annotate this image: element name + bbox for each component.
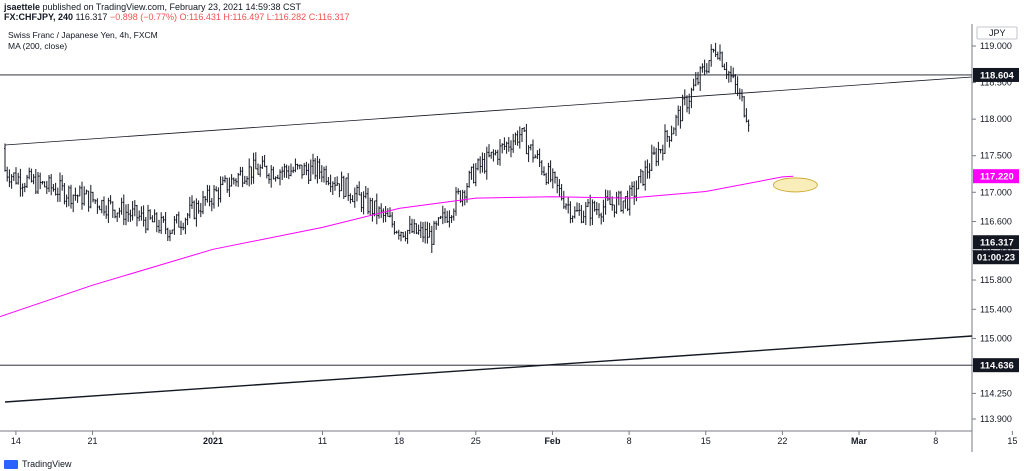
ma-price-label-box <box>973 169 1019 184</box>
ohlc-open: O:116.431 <box>179 12 221 22</box>
upper-line-price-label: 118.604 <box>980 70 1015 81</box>
lower-trendline[interactable] <box>4 335 973 403</box>
x-tick-label: 18 <box>394 436 404 446</box>
currency-box[interactable] <box>976 26 1018 40</box>
x-tick-label: 22 <box>777 436 787 446</box>
y-tick-label: 117.500 <box>980 151 1012 161</box>
x-tick-label: Feb <box>544 436 561 446</box>
tradingview-logo-icon <box>4 459 18 469</box>
x-tick-label: 25 <box>471 436 481 446</box>
time-axis[interactable]: 14 21 2021 11 18 25 Feb 8 15 22 Mar 8 15 <box>11 431 1017 446</box>
last-price: 116.317 <box>75 12 108 22</box>
ohlc-high: H:116.497 <box>223 12 265 22</box>
legend-title: Swiss Franc / Japanese Yen, 4h, FXCM <box>8 30 158 40</box>
x-tick-label: 14 <box>11 436 21 446</box>
chart-legend: Swiss Franc / Japanese Yen, 4h, FXCM MA … <box>8 30 158 52</box>
ohlc-low: L:116.282 <box>266 12 307 22</box>
y-tick-label: 115.000 <box>980 334 1012 344</box>
lower-line-price-label: 114.636 <box>980 361 1014 372</box>
x-tick-label: 8 <box>627 436 632 446</box>
publish-line: jsaettele published on TradingView.com, … <box>4 2 301 12</box>
candlestick-series <box>4 42 750 253</box>
x-tick-label: Mar <box>851 436 868 446</box>
y-tick-label: 115.400 <box>980 304 1012 314</box>
publish-info: published on TradingView.com, February 2… <box>42 2 302 12</box>
countdown-label: 01:00:23 <box>977 253 1015 264</box>
brand-name: TradingView <box>22 459 72 469</box>
y-tick-label: 113.900 <box>980 414 1012 424</box>
ohlc-close: C:116.317 <box>308 12 350 22</box>
lower-line-price-label-box <box>973 358 1019 373</box>
moving-average-line[interactable] <box>0 175 794 330</box>
symbol-line: FX:CHFJPY, 240 116.317 −0.898 (−0.77%) O… <box>4 12 350 22</box>
price-change: −0.898 (−0.77%) <box>109 12 177 22</box>
y-tick-label: 114.250 <box>980 388 1012 398</box>
y-tick-label: 118.500 <box>980 78 1012 88</box>
price-labels: 118.604 117.220 116.317 01:00:23 114.636 <box>973 67 1019 373</box>
x-tick-label: 15 <box>1007 436 1017 446</box>
y-tick-label: 119.000 <box>980 41 1012 51</box>
last-price-label-box <box>973 235 1019 250</box>
y-tick-label: 116.600 <box>980 217 1012 227</box>
chart-overlay <box>0 74 973 403</box>
author-name[interactable]: jsaettele <box>4 2 41 12</box>
x-tick-label: 11 <box>318 436 327 446</box>
symbol-name: FX:CHFJPY, 240 <box>4 12 74 22</box>
upper-line-price-label-box <box>973 67 1019 82</box>
highlight-ellipse[interactable] <box>772 177 818 193</box>
x-tick-label: 15 <box>701 436 711 446</box>
countdown-box <box>973 250 1019 265</box>
y-tick-label: 117.000 <box>980 187 1012 197</box>
last-price-label: 116.317 <box>980 238 1014 249</box>
footer: TradingView <box>4 459 72 469</box>
ma-price-label: 117.220 <box>980 172 1014 183</box>
x-tick-label: 8 <box>933 436 938 446</box>
y-tick-label: 115.800 <box>980 275 1012 285</box>
currency-label: JPY <box>989 28 1006 38</box>
x-tick-label: 2021 <box>203 436 223 446</box>
upper-trendline[interactable] <box>4 76 973 146</box>
x-tick-label: 21 <box>88 436 98 446</box>
legend-indicator[interactable]: MA (200, close) <box>8 41 68 51</box>
y-tick-label: 118.000 <box>980 114 1012 124</box>
